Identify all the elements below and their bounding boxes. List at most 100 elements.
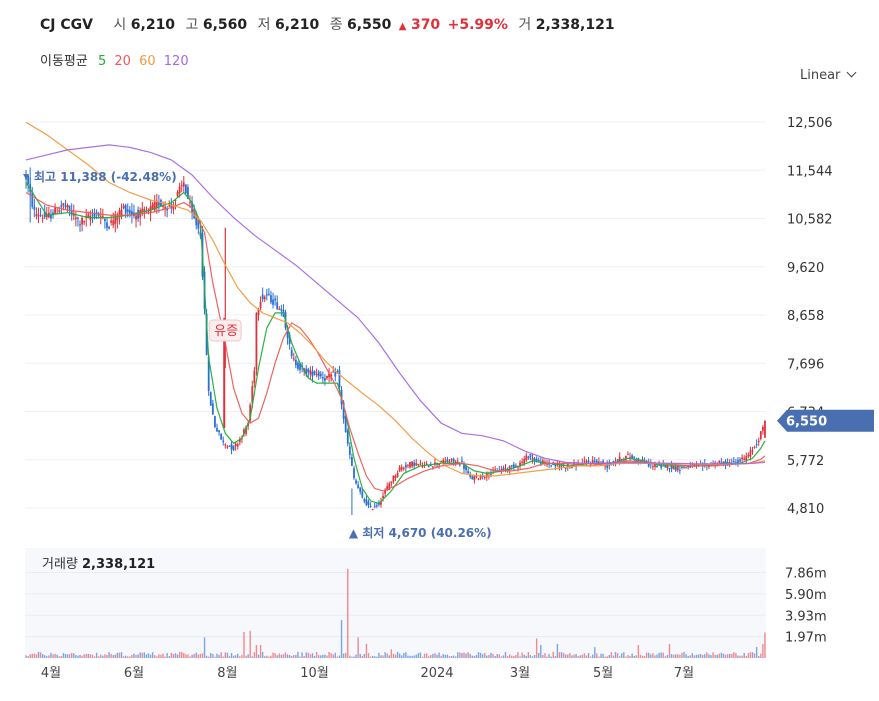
scale-selector[interactable]: Linear (800, 67, 857, 83)
y-tick-label: 9,620 (787, 261, 824, 276)
volume-bar (197, 654, 200, 658)
candle-body (523, 458, 526, 464)
candle-body (317, 371, 320, 377)
volume-bar (554, 656, 557, 658)
candle-body (442, 460, 445, 464)
candle-body (471, 476, 474, 480)
candle-body (620, 458, 623, 461)
volume-bar (135, 654, 137, 658)
volume-bar (436, 654, 438, 658)
volume-bar (278, 653, 280, 658)
candle-body (396, 472, 399, 477)
candle-body (514, 465, 517, 467)
volume-bar (494, 655, 496, 658)
candle-body (118, 210, 121, 218)
candle-body (153, 201, 156, 211)
volume-bar (168, 656, 170, 658)
candle-body (367, 501, 370, 505)
volume-bar (585, 655, 588, 658)
volume-bar (695, 654, 698, 658)
ma5-label: 5 (97, 54, 107, 69)
volume-bar (378, 652, 380, 658)
candle-body (83, 220, 86, 223)
candle-body (361, 491, 364, 498)
candle-body (537, 460, 540, 462)
candle-body (346, 430, 349, 444)
volume-bar (264, 656, 266, 658)
volume-bar (380, 655, 382, 658)
volume-bar (569, 652, 571, 658)
candle-body (62, 203, 65, 206)
volume-bar (272, 652, 274, 658)
volume-bar (747, 653, 750, 658)
volume-bar (552, 651, 554, 658)
volume-bar (743, 652, 745, 658)
volume-bar (239, 656, 241, 658)
volume-bar (199, 653, 202, 658)
volume-bar (212, 654, 214, 658)
candle-body (654, 464, 656, 467)
candle-body (656, 465, 658, 468)
candle-body (50, 215, 52, 219)
candle-body (223, 317, 226, 429)
volume-bar (160, 654, 162, 658)
ma20-label: 20 (114, 54, 131, 69)
candle-body (718, 460, 721, 463)
candle-body (353, 468, 355, 479)
moving-average-legend[interactable]: 이동평균 5 20 60 120 (40, 50, 195, 69)
candle-body (106, 222, 108, 228)
volume-bar (226, 652, 229, 658)
volume-bar (68, 654, 71, 658)
volume-bar (658, 652, 660, 658)
volume-bar (656, 654, 658, 658)
candle-body (216, 428, 218, 432)
volume-bar (328, 651, 330, 658)
candle-body (757, 440, 760, 442)
candle-body (494, 469, 497, 471)
candle-body (27, 175, 30, 185)
volume-bar (336, 656, 339, 658)
candle-body (377, 502, 380, 505)
volume-bar (693, 655, 696, 658)
low-annotation: ▲ 최저 4,670 (40.26%) (349, 525, 492, 540)
candle-body (438, 463, 440, 466)
candle-body (716, 463, 719, 466)
stock-name: CJ CGV (40, 17, 93, 33)
volume-bar (618, 656, 621, 658)
volume-bar (143, 652, 146, 658)
volume-bar (91, 654, 94, 658)
candle-body (261, 294, 264, 300)
volume-bar (33, 653, 36, 658)
volume-bar (286, 654, 289, 658)
candle-body (114, 213, 117, 224)
y-tick-label: 8,658 (787, 309, 824, 324)
candle-body (427, 465, 430, 467)
candle-body (130, 211, 133, 216)
candle-body (147, 208, 150, 210)
candle-body (676, 466, 679, 471)
volume-bar (114, 654, 116, 658)
last-price-badge (777, 409, 874, 432)
candle-body (371, 509, 374, 511)
volume-bar (403, 652, 405, 658)
candle-body (525, 455, 528, 461)
volume-bar (724, 654, 727, 658)
candle-body (687, 466, 690, 468)
volume-bar (401, 655, 403, 658)
candle-body (139, 209, 142, 218)
volume-bar (720, 652, 723, 658)
volume-bar (102, 655, 104, 658)
volume-bar (193, 653, 195, 658)
volume-bar (46, 656, 48, 658)
volume-bar (544, 653, 546, 658)
volume-bar (623, 652, 625, 658)
volume-bar (469, 653, 471, 658)
volume-bar (567, 654, 569, 658)
volume-bar (301, 652, 303, 658)
volume-bar (650, 654, 652, 658)
candle-body (178, 186, 181, 194)
volume-bar (739, 655, 741, 658)
volume-bar (249, 630, 251, 658)
volume-bar (697, 654, 700, 658)
